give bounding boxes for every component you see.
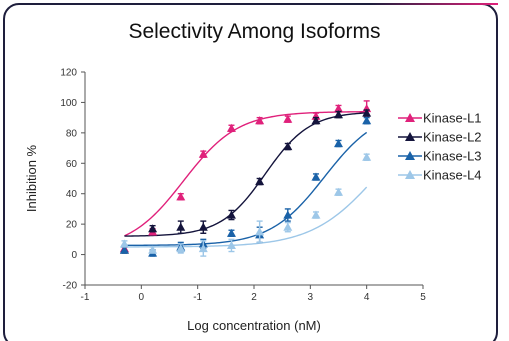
data-point bbox=[283, 142, 293, 151]
y-tick-label: 120 bbox=[60, 68, 77, 79]
y-tick-label: 80 bbox=[66, 128, 78, 139]
axes: -20 0 20 40 60 80 100 120 -1 0 -1 2 3 4 5 bbox=[60, 68, 426, 304]
legend-label: Kinase-L1 bbox=[423, 111, 482, 126]
data-point bbox=[176, 192, 186, 201]
fit-curve bbox=[124, 111, 367, 237]
data-point bbox=[283, 114, 293, 123]
legend-label: Kinase-L4 bbox=[423, 168, 482, 183]
data-point bbox=[119, 245, 129, 254]
y-tick-label: 0 bbox=[71, 250, 77, 261]
data-point bbox=[334, 187, 343, 196]
x-tick-label: -1 bbox=[81, 292, 90, 303]
data-points bbox=[119, 100, 372, 257]
data-point bbox=[198, 222, 208, 231]
fit-curve bbox=[124, 112, 367, 237]
data-point bbox=[362, 108, 372, 117]
y-axis-label: Inhibition % bbox=[24, 144, 39, 212]
fit-curve bbox=[124, 186, 368, 248]
legend: Kinase-L1 Kinase-L2 Kinase-L3 Kinase-L4 bbox=[398, 111, 482, 183]
data-point bbox=[226, 240, 236, 250]
data-point bbox=[119, 239, 129, 248]
data-point bbox=[362, 116, 372, 125]
legend-marker bbox=[405, 113, 415, 122]
frame-accent bbox=[370, 3, 498, 5]
legend-label: Kinase-L3 bbox=[423, 149, 482, 164]
x-tick-label: 3 bbox=[308, 292, 314, 303]
data-point bbox=[226, 123, 236, 132]
legend-marker bbox=[405, 132, 415, 141]
legend-label: Kinase-L2 bbox=[423, 130, 482, 145]
data-point bbox=[148, 224, 158, 233]
data-point bbox=[198, 149, 208, 158]
data-point bbox=[226, 210, 236, 219]
data-point bbox=[283, 210, 293, 219]
data-point bbox=[334, 104, 343, 113]
y-tick-label: 20 bbox=[66, 220, 78, 231]
data-point bbox=[311, 172, 321, 181]
data-point bbox=[176, 243, 186, 253]
x-tick-label: 2 bbox=[251, 292, 257, 303]
data-point bbox=[255, 177, 265, 186]
data-point bbox=[334, 139, 343, 148]
fit-curves bbox=[124, 111, 368, 248]
legend-marker bbox=[405, 170, 415, 179]
data-point bbox=[226, 228, 236, 237]
x-tick-label: -1 bbox=[193, 292, 202, 303]
y-tick-label: -20 bbox=[63, 281, 78, 292]
y-tick-label: 40 bbox=[66, 189, 78, 200]
data-point bbox=[362, 152, 372, 161]
x-tick-label: 5 bbox=[420, 292, 426, 303]
data-point bbox=[255, 116, 265, 125]
y-tick-label: 60 bbox=[66, 159, 78, 170]
x-tick-label: 0 bbox=[139, 292, 145, 303]
data-point bbox=[311, 116, 321, 125]
data-point bbox=[148, 245, 158, 254]
data-point bbox=[255, 227, 265, 236]
data-point bbox=[176, 222, 186, 231]
legend-marker bbox=[405, 151, 415, 160]
fit-curve bbox=[124, 131, 368, 247]
x-tick-label: 4 bbox=[364, 292, 370, 303]
frame-border bbox=[3, 3, 498, 341]
data-point bbox=[334, 110, 343, 119]
chart-title: Selectivity Among Isoforms bbox=[128, 20, 381, 43]
data-point bbox=[198, 243, 208, 253]
y-tick-label: 100 bbox=[60, 98, 77, 109]
x-axis-label: Log concentration (nM) bbox=[187, 318, 321, 333]
data-point bbox=[311, 210, 321, 219]
data-point bbox=[283, 222, 293, 231]
